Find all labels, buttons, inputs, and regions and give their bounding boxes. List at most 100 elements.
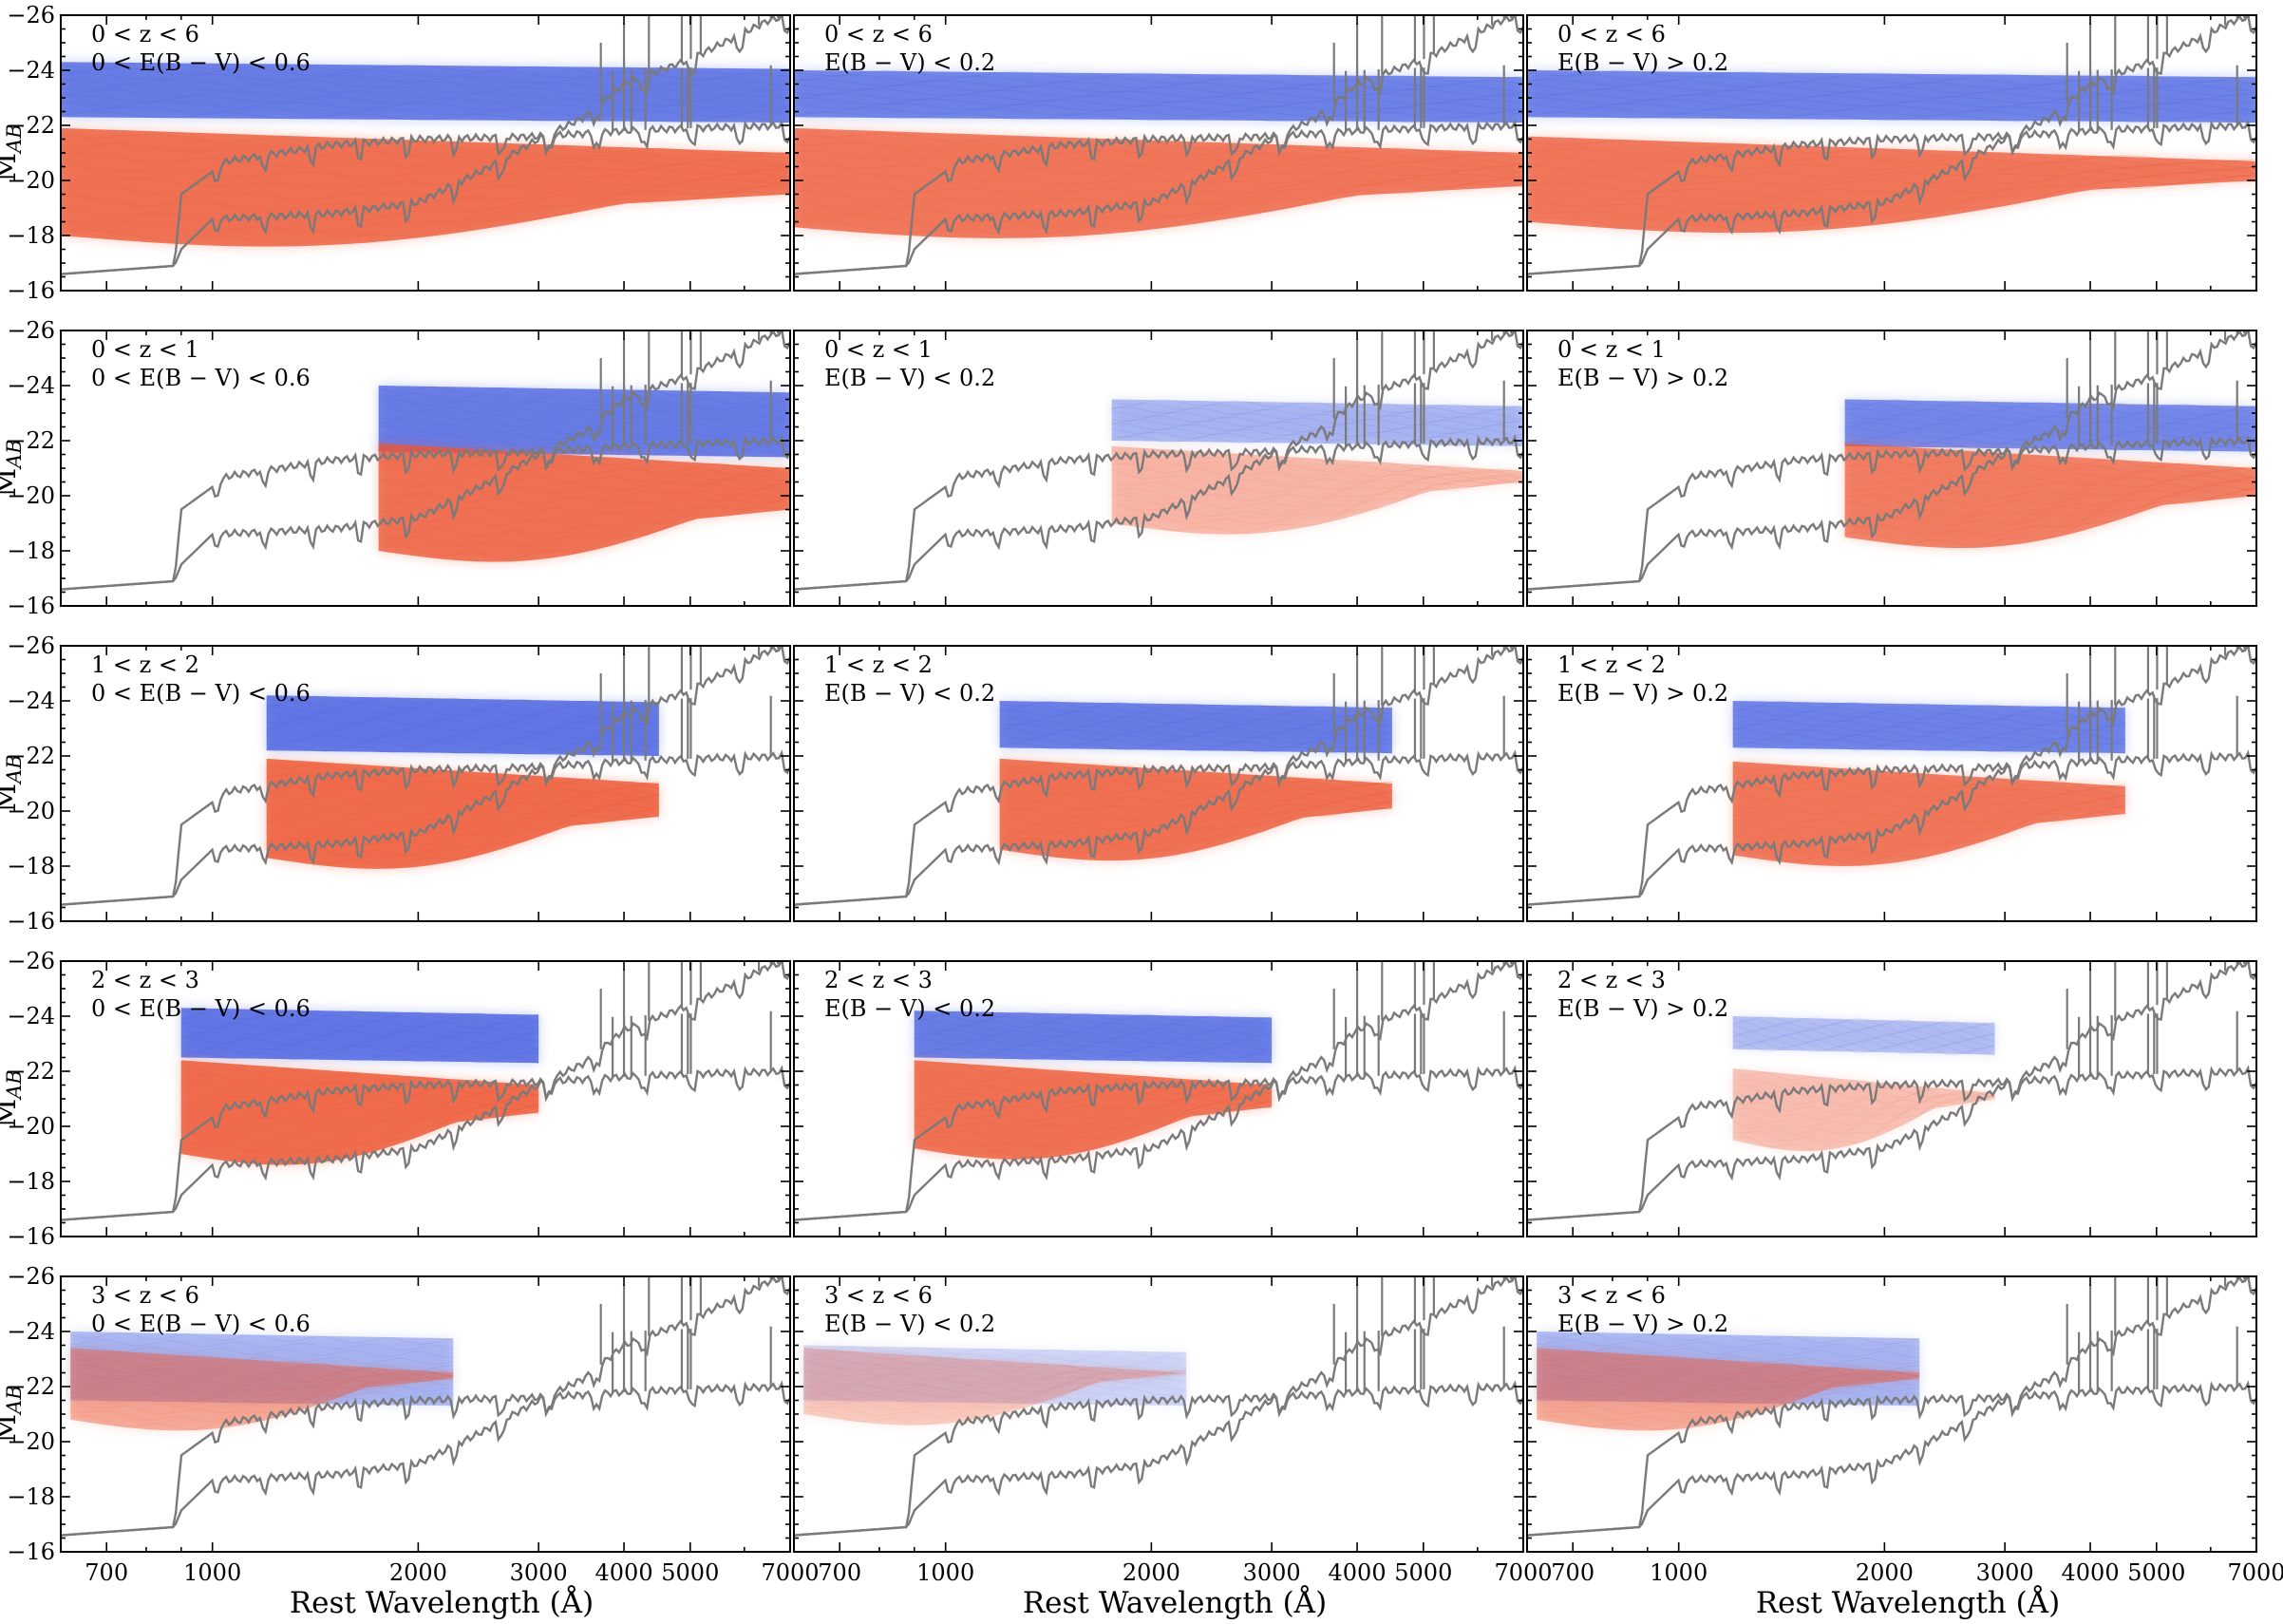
template-sed-curve bbox=[61, 646, 790, 906]
sed-curve bbox=[378, 412, 790, 425]
sed-curve bbox=[61, 142, 790, 161]
sed-curve bbox=[914, 1094, 1273, 1122]
sed-curve bbox=[1844, 436, 2256, 448]
sed-curve bbox=[378, 386, 790, 399]
sed-curve bbox=[803, 1362, 1187, 1378]
sed-curve bbox=[794, 183, 1523, 236]
sed-curve bbox=[794, 111, 1523, 123]
sed-curve bbox=[1844, 473, 2256, 489]
red-sed-bundle bbox=[61, 127, 790, 247]
sed-curve bbox=[1537, 1372, 1920, 1401]
sed-curve bbox=[1732, 1044, 1995, 1056]
sed-curve bbox=[1527, 148, 2256, 166]
sed-curve bbox=[180, 1022, 539, 1035]
sed-curve bbox=[61, 111, 790, 123]
sed-curve bbox=[1732, 1034, 1995, 1048]
sed-panel: −16 −18 −20 −22 −24 −26 MAB 700 1000 2000 3000 4000… bbox=[0, 1263, 820, 1586]
red-sed-bundle bbox=[914, 1060, 1273, 1160]
sed-panel: 700 1000 2000 3000 4000 5000 7000 3 < z < 6E(B … bbox=[793, 1275, 1553, 1586]
y-tick-label: −24 bbox=[7, 372, 55, 399]
y-tick-label: −24 bbox=[7, 1003, 55, 1029]
redshift-range-label: 0 < z < 6 bbox=[1557, 21, 1666, 47]
sed-curve bbox=[794, 69, 1523, 83]
sed-curve bbox=[1111, 431, 1523, 444]
sed-curve bbox=[914, 1098, 1273, 1131]
sed-curve bbox=[794, 103, 1523, 114]
sed-curve bbox=[999, 727, 1392, 741]
redshift-range-label: 1 < z < 2 bbox=[1557, 651, 1666, 678]
template-sed-curve bbox=[1527, 1065, 2256, 1221]
sed-curve bbox=[70, 1346, 454, 1359]
sed-curve bbox=[180, 1094, 539, 1116]
sed-curve bbox=[999, 799, 1393, 840]
sed-curve bbox=[1111, 478, 1523, 525]
sed-curve bbox=[1732, 1031, 1995, 1044]
sed-band-halo bbox=[803, 1348, 1187, 1426]
sed-curve bbox=[794, 178, 1523, 226]
y-axis-label: MAB bbox=[0, 123, 26, 181]
sed-curve bbox=[1844, 399, 2256, 411]
sed-curve bbox=[266, 790, 659, 806]
plot-area bbox=[1527, 15, 2256, 275]
ebv-range-label: E(B − V) < 0.2 bbox=[824, 49, 995, 76]
sed-curve bbox=[1844, 493, 2256, 546]
sed-curve bbox=[70, 1357, 454, 1375]
sed-curve bbox=[61, 78, 790, 91]
sed-curve bbox=[1732, 1038, 1995, 1050]
sed-curve bbox=[1844, 404, 2256, 416]
sed-curve bbox=[61, 168, 790, 190]
sed-curve bbox=[1732, 799, 2125, 826]
y-tick-label: −22 bbox=[7, 1373, 55, 1400]
sed-curve bbox=[1732, 719, 2125, 731]
sed-curve bbox=[266, 781, 659, 797]
sed-curve bbox=[266, 799, 659, 826]
sed-curve bbox=[1537, 1350, 1920, 1375]
sed-curve bbox=[1527, 69, 2256, 83]
ebv-range-label: E(B − V) > 0.2 bbox=[1557, 1311, 1728, 1337]
sed-curve bbox=[794, 83, 1523, 97]
y-tick-label: −26 bbox=[7, 1263, 55, 1290]
sed-curve bbox=[1111, 477, 1523, 518]
sed-curve bbox=[1537, 1346, 1920, 1359]
sed-curve bbox=[180, 1081, 539, 1097]
sed-curve bbox=[1537, 1374, 1920, 1423]
template-sed-curve bbox=[1527, 1380, 2256, 1537]
red-sed-bundle bbox=[70, 1348, 454, 1431]
sed-band-halo bbox=[1537, 1348, 1920, 1431]
y-tick-label: −18 bbox=[7, 538, 55, 564]
y-tick-label: −16 bbox=[7, 908, 55, 935]
sed-curve bbox=[1732, 700, 2125, 713]
sed-curve bbox=[999, 733, 1392, 745]
blue-sed-bundle bbox=[914, 1010, 1273, 1064]
ebv-range-label: E(B − V) < 0.2 bbox=[824, 680, 995, 707]
sed-curve bbox=[1111, 406, 1523, 420]
sed-curve bbox=[1537, 1332, 1920, 1345]
sed-curve bbox=[61, 89, 790, 102]
sed-curve bbox=[180, 1105, 539, 1153]
sed-curve bbox=[1111, 456, 1523, 475]
plot-area bbox=[1527, 646, 2256, 906]
sed-curve bbox=[803, 1369, 1187, 1398]
sed-curve bbox=[1537, 1371, 1920, 1393]
sed-curve bbox=[794, 160, 1523, 176]
red-sed-bundle bbox=[1537, 1348, 1920, 1431]
blue-sed-bundle bbox=[1844, 399, 2256, 452]
sed-curve bbox=[999, 709, 1392, 723]
sed-curve bbox=[914, 1048, 1273, 1059]
sed-panel: 0 < z < 1E(B − V) < 0.2 bbox=[793, 330, 1524, 607]
sed-band-halo bbox=[1111, 445, 1523, 535]
y-tick-label: −18 bbox=[7, 1483, 55, 1510]
sed-curve bbox=[1527, 79, 2256, 92]
sed-curve bbox=[1732, 709, 2125, 723]
sed-curve bbox=[794, 150, 1523, 166]
ebv-range-label: 0 < E(B − V) < 0.6 bbox=[91, 365, 311, 391]
y-tick-label: −16 bbox=[7, 1539, 55, 1565]
sed-curve bbox=[378, 506, 790, 559]
sed-curve bbox=[794, 74, 1523, 86]
sed-curve bbox=[266, 727, 659, 741]
sed-curve bbox=[61, 178, 790, 211]
template-sed-curve bbox=[61, 15, 790, 275]
y-tick-label: −20 bbox=[7, 482, 55, 509]
sed-curve bbox=[1111, 435, 1523, 447]
x-tick-label: 4000 bbox=[595, 1559, 653, 1586]
